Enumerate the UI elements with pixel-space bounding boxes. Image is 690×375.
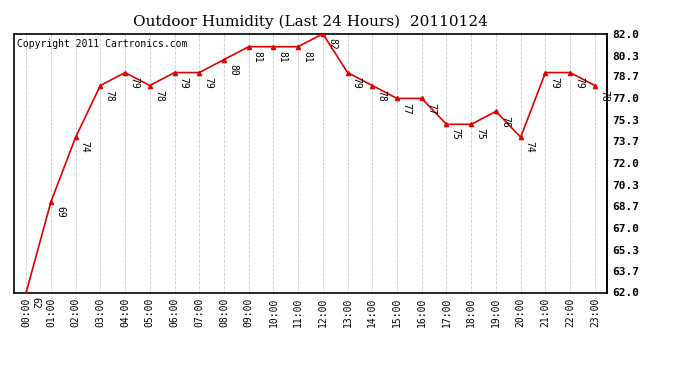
Text: 79: 79 [129, 77, 139, 88]
Text: 78: 78 [104, 90, 115, 101]
Text: 82: 82 [327, 38, 337, 50]
Text: 79: 79 [574, 77, 584, 88]
Text: 74: 74 [80, 141, 90, 153]
Text: 69: 69 [55, 206, 65, 218]
Text: 81: 81 [277, 51, 288, 63]
Text: 79: 79 [204, 77, 213, 88]
Text: 62: 62 [30, 297, 40, 308]
Text: Copyright 2011 Cartronics.com: Copyright 2011 Cartronics.com [17, 39, 187, 49]
Text: 81: 81 [302, 51, 313, 63]
Text: 78: 78 [377, 90, 386, 101]
Text: 79: 79 [352, 77, 362, 88]
Text: 79: 79 [179, 77, 188, 88]
Text: 75: 75 [451, 129, 461, 140]
Text: 79: 79 [549, 77, 560, 88]
Text: 80: 80 [228, 64, 238, 75]
Text: 74: 74 [525, 141, 535, 153]
Text: 78: 78 [599, 90, 609, 101]
Text: 77: 77 [401, 103, 411, 114]
Text: 75: 75 [475, 129, 485, 140]
Text: Outdoor Humidity (Last 24 Hours)  20110124: Outdoor Humidity (Last 24 Hours) 2011012… [133, 15, 488, 29]
Text: 78: 78 [154, 90, 164, 101]
Text: 76: 76 [500, 116, 510, 127]
Text: 77: 77 [426, 103, 436, 114]
Text: 81: 81 [253, 51, 263, 63]
